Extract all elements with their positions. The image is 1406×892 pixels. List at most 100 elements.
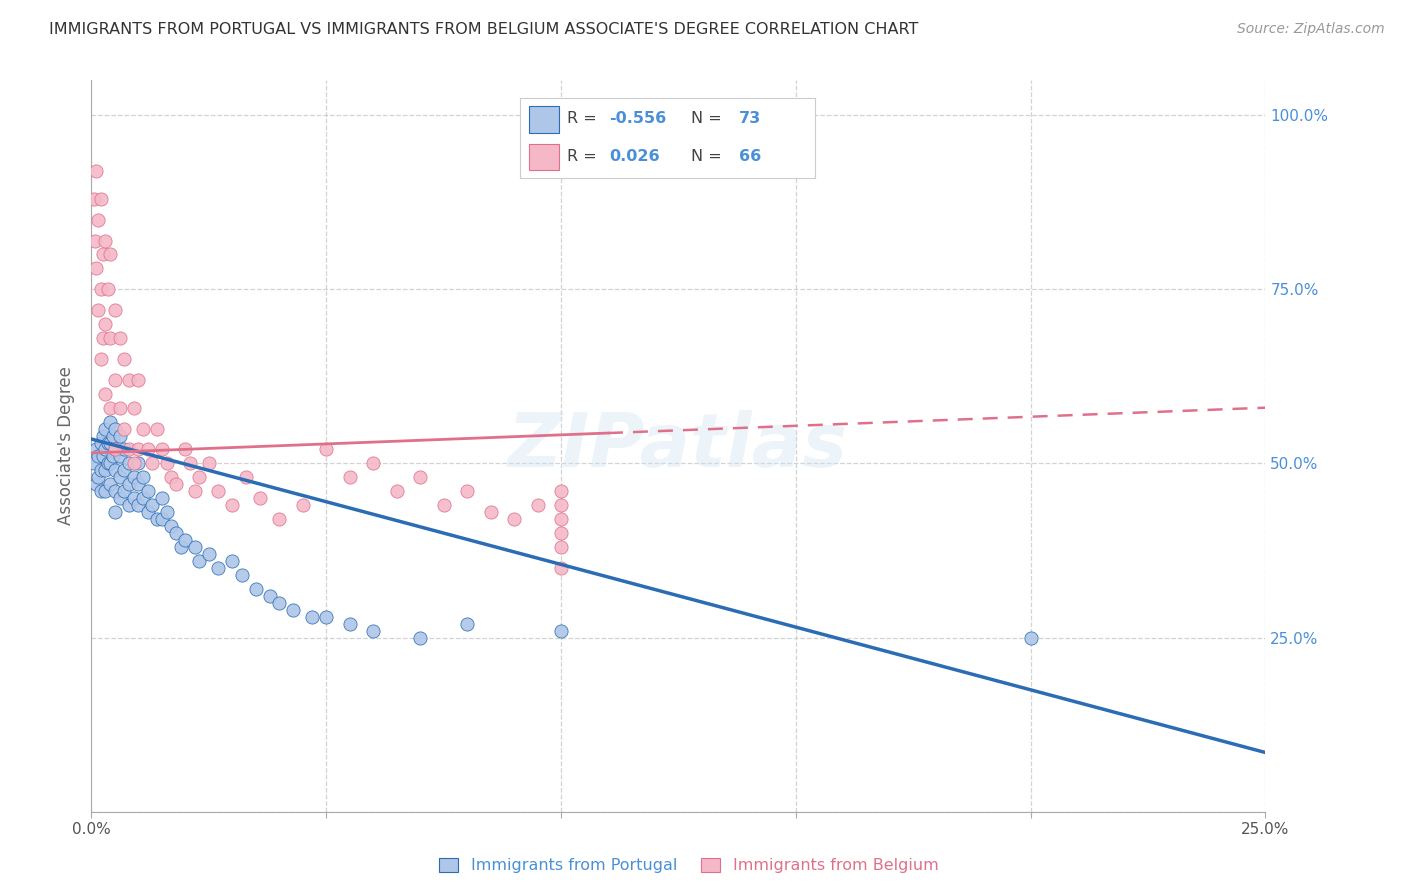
Text: N =: N = xyxy=(692,149,727,164)
Point xyxy=(87,303,110,318)
Point xyxy=(90,484,112,499)
FancyBboxPatch shape xyxy=(529,144,558,170)
Point xyxy=(84,477,107,491)
Point xyxy=(150,512,173,526)
Point xyxy=(94,484,117,499)
Point xyxy=(122,470,145,484)
Point xyxy=(183,540,205,554)
Point xyxy=(94,386,117,401)
Point xyxy=(174,533,197,547)
Point xyxy=(136,442,159,457)
Point xyxy=(94,234,117,248)
Point xyxy=(108,331,131,345)
Point xyxy=(339,470,361,484)
Point xyxy=(108,491,131,506)
Point xyxy=(104,442,127,457)
Point xyxy=(132,491,155,506)
Point xyxy=(150,491,173,506)
Point xyxy=(259,589,281,603)
Point xyxy=(94,463,117,477)
Point xyxy=(339,616,361,631)
Point xyxy=(104,505,127,519)
Point xyxy=(90,435,112,450)
Point xyxy=(207,484,229,499)
Point xyxy=(122,457,145,471)
Point xyxy=(127,457,149,471)
Point xyxy=(112,484,135,499)
Point xyxy=(97,457,120,471)
Point xyxy=(108,450,131,464)
Point xyxy=(526,498,548,512)
Point xyxy=(90,463,112,477)
Point xyxy=(385,484,408,499)
Point xyxy=(90,282,112,296)
Text: N =: N = xyxy=(692,112,727,127)
Point xyxy=(84,234,107,248)
Point xyxy=(97,282,120,296)
Point xyxy=(1019,631,1042,645)
Point xyxy=(301,609,323,624)
Point xyxy=(231,567,253,582)
Point xyxy=(83,457,105,471)
Point xyxy=(94,317,117,331)
Text: 73: 73 xyxy=(738,112,761,127)
Point xyxy=(83,192,105,206)
Point xyxy=(160,470,183,484)
Point xyxy=(283,603,305,617)
Point xyxy=(98,247,121,261)
Point xyxy=(112,421,135,435)
Text: Source: ZipAtlas.com: Source: ZipAtlas.com xyxy=(1237,22,1385,37)
Point xyxy=(235,470,257,484)
Point xyxy=(479,505,502,519)
Point xyxy=(165,526,187,541)
Text: 0.026: 0.026 xyxy=(609,149,659,164)
Point xyxy=(90,192,112,206)
Point xyxy=(409,631,432,645)
Point xyxy=(108,428,131,442)
Point xyxy=(188,470,211,484)
Point xyxy=(112,442,135,457)
Point xyxy=(146,421,169,435)
Point xyxy=(122,491,145,506)
Legend: Immigrants from Portugal, Immigrants from Belgium: Immigrants from Portugal, Immigrants fro… xyxy=(433,851,945,880)
Point xyxy=(550,526,572,541)
Point xyxy=(127,477,149,491)
Point xyxy=(91,450,114,464)
Point xyxy=(249,491,271,506)
Point xyxy=(101,428,124,442)
Point xyxy=(160,519,183,533)
Point xyxy=(94,421,117,435)
Text: ZIPatlas: ZIPatlas xyxy=(509,409,848,483)
Point xyxy=(118,457,141,471)
Point xyxy=(221,498,243,512)
Point xyxy=(174,442,197,457)
Point xyxy=(118,477,141,491)
Text: IMMIGRANTS FROM PORTUGAL VS IMMIGRANTS FROM BELGIUM ASSOCIATE'S DEGREE CORRELATI: IMMIGRANTS FROM PORTUGAL VS IMMIGRANTS F… xyxy=(49,22,918,37)
Point xyxy=(91,247,114,261)
Point xyxy=(94,442,117,457)
Point xyxy=(136,505,159,519)
Point xyxy=(104,303,127,318)
Point xyxy=(315,442,337,457)
Point xyxy=(90,351,112,366)
Point xyxy=(98,457,121,471)
Point xyxy=(104,373,127,387)
Point xyxy=(112,351,135,366)
Point xyxy=(207,561,229,575)
Point xyxy=(104,421,127,435)
Point xyxy=(118,373,141,387)
Point xyxy=(108,470,131,484)
Point xyxy=(84,164,107,178)
Point xyxy=(91,331,114,345)
Point xyxy=(141,457,163,471)
Point xyxy=(141,498,163,512)
Point xyxy=(291,498,314,512)
Point xyxy=(84,442,107,457)
Point xyxy=(104,463,127,477)
Point xyxy=(118,442,141,457)
Point xyxy=(127,442,149,457)
Point xyxy=(127,373,149,387)
Point xyxy=(98,331,121,345)
Point xyxy=(550,512,572,526)
Text: 66: 66 xyxy=(738,149,761,164)
